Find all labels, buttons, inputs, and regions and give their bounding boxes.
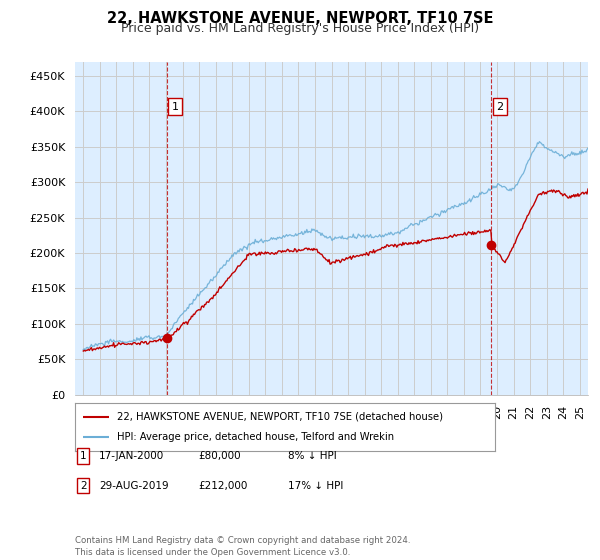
- Text: 8% ↓ HPI: 8% ↓ HPI: [288, 451, 337, 461]
- Text: Price paid vs. HM Land Registry's House Price Index (HPI): Price paid vs. HM Land Registry's House …: [121, 22, 479, 35]
- Text: 1: 1: [80, 451, 86, 461]
- Text: 1: 1: [172, 101, 179, 111]
- Text: 2: 2: [496, 101, 503, 111]
- Text: 17-JAN-2000: 17-JAN-2000: [99, 451, 164, 461]
- Text: Contains HM Land Registry data © Crown copyright and database right 2024.
This d: Contains HM Land Registry data © Crown c…: [75, 536, 410, 557]
- Text: 22, HAWKSTONE AVENUE, NEWPORT, TF10 7SE (detached house): 22, HAWKSTONE AVENUE, NEWPORT, TF10 7SE …: [117, 412, 443, 422]
- Text: 29-AUG-2019: 29-AUG-2019: [99, 480, 169, 491]
- Text: 17% ↓ HPI: 17% ↓ HPI: [288, 480, 343, 491]
- Text: 2: 2: [80, 480, 86, 491]
- Text: HPI: Average price, detached house, Telford and Wrekin: HPI: Average price, detached house, Telf…: [117, 432, 394, 442]
- Text: 22, HAWKSTONE AVENUE, NEWPORT, TF10 7SE: 22, HAWKSTONE AVENUE, NEWPORT, TF10 7SE: [107, 11, 493, 26]
- Text: £212,000: £212,000: [198, 480, 247, 491]
- Text: £80,000: £80,000: [198, 451, 241, 461]
